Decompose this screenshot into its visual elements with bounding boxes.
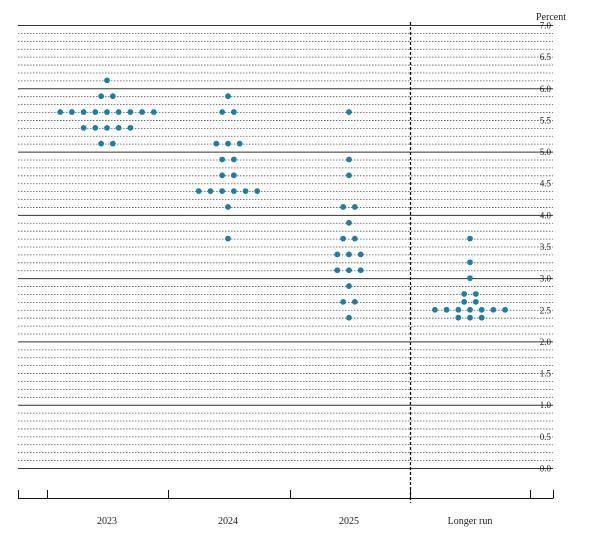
- y-tick-label: 1.5: [540, 369, 552, 379]
- dot-mark: [242, 188, 249, 195]
- dot-mark: [92, 109, 99, 115]
- dot-mark: [219, 188, 226, 195]
- dot-mark: [219, 172, 226, 179]
- dot-mark: [195, 188, 202, 195]
- dot-mark: [225, 140, 231, 147]
- dot-mark: [69, 109, 75, 115]
- y-tick-label: 6.5: [540, 52, 552, 62]
- dot-mark: [236, 140, 243, 147]
- dot-mark: [115, 109, 122, 115]
- dot-mark: [346, 172, 352, 179]
- y-tick-label: 4.5: [540, 179, 552, 189]
- dot-mark: [225, 204, 231, 210]
- dot-mark: [455, 314, 462, 321]
- dot-mark: [346, 267, 352, 274]
- y-tick-label: 0.5: [540, 432, 552, 442]
- dot-marks: [57, 77, 508, 321]
- dot-mark: [346, 283, 352, 289]
- dot-mark: [230, 156, 237, 163]
- dot-mark: [230, 188, 237, 195]
- y-tick-label: 3.0: [540, 274, 552, 284]
- x-axis: 2023 2024 2025 Longer run: [18, 490, 554, 527]
- y-tick-label: 0.0: [540, 464, 552, 474]
- dot-mark: [80, 109, 87, 115]
- dot-mark: [467, 314, 473, 321]
- dot-mark: [104, 77, 110, 84]
- dot-mark: [213, 140, 220, 147]
- dot-mark: [115, 124, 122, 131]
- dot-mark: [254, 188, 261, 195]
- dot-mark: [472, 298, 479, 305]
- unit-label: Percent: [536, 12, 566, 23]
- dot-mark: [443, 306, 450, 313]
- dot-mark: [346, 156, 352, 163]
- x-tick-label: 2023: [97, 516, 117, 527]
- dot-mark: [225, 235, 231, 242]
- dot-mark: [104, 124, 110, 131]
- dot-mark: [467, 235, 473, 242]
- dot-mark: [346, 314, 352, 321]
- dot-mark: [455, 306, 462, 313]
- dot-mark: [230, 172, 237, 179]
- dot-mark: [461, 291, 468, 297]
- dot-mark: [467, 259, 473, 266]
- dot-mark: [346, 109, 352, 115]
- y-tick-label: 2.0: [540, 337, 552, 347]
- gridlines: [18, 25, 553, 469]
- dot-mark: [432, 306, 438, 313]
- x-tick-label: 2025: [339, 516, 359, 527]
- y-tick-label: 5.5: [540, 115, 552, 125]
- dot-mark: [98, 140, 105, 147]
- dot-mark: [340, 204, 347, 210]
- dot-mark: [109, 93, 116, 100]
- dot-mark: [351, 235, 358, 242]
- dot-mark: [346, 219, 352, 226]
- dot-mark: [139, 109, 146, 115]
- dot-mark: [351, 298, 358, 305]
- dot-mark: [340, 298, 347, 305]
- dot-mark: [127, 109, 134, 115]
- y-tick-label: 4.0: [540, 210, 552, 220]
- dot-mark: [502, 306, 508, 313]
- dot-mark: [467, 306, 473, 313]
- dot-mark: [225, 93, 231, 100]
- dot-mark: [80, 124, 87, 131]
- dot-mark: [478, 314, 485, 321]
- y-axis: 0.0 0.5 1.0 1.5 2.0 2.5 3.0 3.5 4.0 4.5 5.0 5.5 6.0 6…: [540, 21, 552, 474]
- dot-mark: [351, 204, 358, 210]
- dot-mark: [104, 109, 110, 115]
- dot-mark: [357, 251, 364, 258]
- dot-mark: [219, 109, 226, 115]
- dot-mark: [127, 124, 134, 131]
- dot-mark: [334, 251, 341, 258]
- dot-mark: [357, 267, 364, 274]
- y-tick-label: 7.0: [540, 21, 552, 31]
- dot-mark: [478, 306, 485, 313]
- dot-mark: [219, 156, 226, 163]
- dot-mark: [230, 109, 237, 115]
- dot-mark: [472, 291, 479, 297]
- dot-mark: [490, 306, 497, 313]
- dot-mark: [207, 188, 214, 195]
- y-tick-label: 5.0: [540, 147, 552, 157]
- dot-mark: [334, 267, 341, 274]
- y-tick-label: 1.0: [540, 400, 552, 410]
- dot-mark: [340, 235, 347, 242]
- dot-mark: [92, 124, 99, 131]
- dot-mark: [109, 140, 116, 147]
- dot-mark: [150, 109, 157, 115]
- x-tick-label: Longer run: [448, 516, 493, 527]
- dot-mark: [461, 298, 468, 305]
- dot-mark: [57, 109, 64, 115]
- dot-mark: [346, 251, 352, 258]
- y-tick-label: 2.5: [540, 305, 552, 315]
- x-tick-label: 2024: [218, 516, 238, 527]
- dot-mark: [98, 93, 105, 100]
- y-tick-label: 3.5: [540, 242, 552, 252]
- dot-mark: [467, 275, 473, 282]
- y-tick-label: 6.0: [540, 84, 552, 94]
